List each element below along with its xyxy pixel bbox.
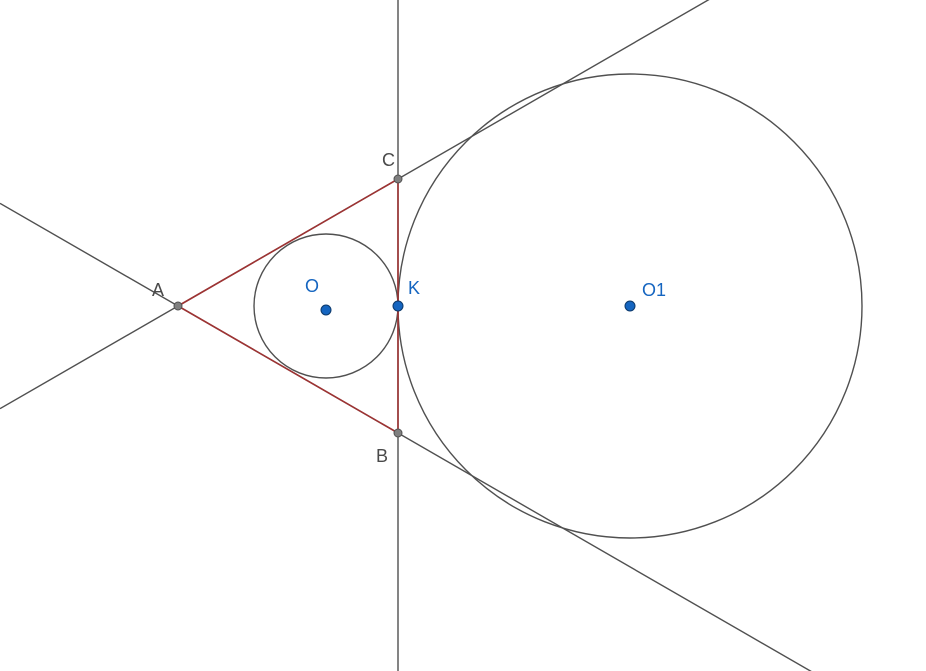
label-C: C [382,150,395,171]
label-O: O [305,276,319,297]
label-A: A [152,280,164,301]
point-B [394,429,402,437]
construction-line-lower [0,0,926,409]
construction-line-upper [0,203,926,671]
point-K [393,301,403,311]
point-C [394,175,402,183]
geometry-diagram [0,0,926,671]
point-O [321,305,331,315]
point-A [174,302,182,310]
label-B: B [376,446,388,467]
triangle-ABC [178,179,398,433]
label-K: K [408,278,420,299]
label-O1: O1 [642,280,666,301]
point-O1 [625,301,635,311]
